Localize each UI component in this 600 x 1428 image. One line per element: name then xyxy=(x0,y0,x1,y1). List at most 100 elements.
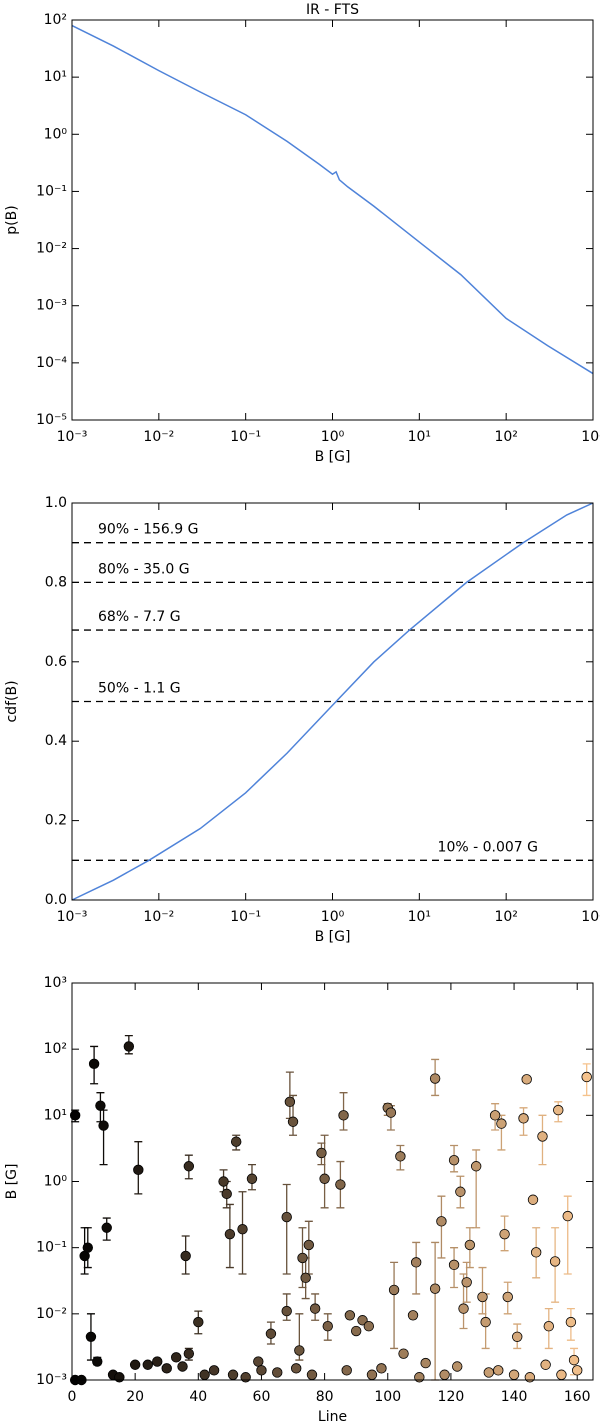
panel: 10⁻³ 10⁻² 10⁻¹ 10⁰ 10¹ 10² 10³ 0.0 0.2 0.4 0.6 0.8 1… xyxy=(4,495,600,945)
data-point xyxy=(502,1291,513,1303)
reference-label: 68% - 7.7 G xyxy=(98,609,181,625)
data-point xyxy=(246,1173,258,1184)
y-tick-label: 0.8 xyxy=(45,574,67,590)
x-tick-label: 40 xyxy=(189,1389,207,1405)
data-point xyxy=(316,1147,327,1159)
data-point xyxy=(388,1284,400,1296)
x-tick-label: 140 xyxy=(501,1389,528,1405)
data-point xyxy=(294,1345,305,1356)
data-point xyxy=(363,1321,375,1332)
x-axis-label: Line xyxy=(318,1409,347,1425)
data-point xyxy=(309,1303,321,1314)
data-point xyxy=(88,1058,100,1070)
data-point xyxy=(480,1316,491,1328)
plot-frame xyxy=(71,502,594,901)
error-bar xyxy=(282,1183,291,1275)
y-tick-label: 10⁻⁴ xyxy=(36,355,67,371)
x-tick-label: 10⁻¹ xyxy=(230,909,261,925)
data-point xyxy=(489,1110,501,1121)
y-tick-label: 10⁻⁵ xyxy=(36,412,67,428)
data-point xyxy=(448,1154,460,1166)
data-line xyxy=(71,502,594,901)
data-point xyxy=(114,1372,125,1383)
data-point xyxy=(322,1321,333,1332)
data-point xyxy=(461,1277,472,1288)
data-point xyxy=(524,1372,536,1383)
y-tick-label: 10¹ xyxy=(44,69,67,85)
x-tick-label: 10² xyxy=(494,909,517,925)
y-axis-label: cdf(B) xyxy=(4,680,20,722)
data-point xyxy=(496,1118,507,1129)
panel: 0 20 40 60 80 100 120 140 160 10⁻³ 10⁻² 10⁻¹ 10⁰ 10¹ 1… xyxy=(4,975,594,1425)
data-point xyxy=(543,1321,554,1332)
data-point xyxy=(319,1173,330,1184)
data-point xyxy=(565,1316,577,1328)
x-tick-label: 60 xyxy=(253,1389,271,1405)
data-point xyxy=(281,1305,292,1317)
data-point xyxy=(170,1352,182,1363)
y-tick-label: 0.4 xyxy=(45,733,67,749)
data-point xyxy=(429,1283,441,1294)
data-point xyxy=(537,1131,548,1142)
data-point xyxy=(180,1250,191,1262)
data-point xyxy=(341,1365,352,1376)
y-tick-label: 0.2 xyxy=(45,813,67,829)
data-point xyxy=(82,1242,93,1253)
data-point xyxy=(493,1365,504,1376)
y-tick-label: 10⁻¹ xyxy=(36,1240,67,1256)
x-tick-label: 20 xyxy=(126,1389,144,1405)
data-point xyxy=(133,1164,144,1176)
data-point xyxy=(300,1272,311,1284)
x-tick-label: 10⁰ xyxy=(321,909,345,925)
data-point xyxy=(518,1113,529,1124)
data-point xyxy=(448,1259,460,1271)
y-tick-label: 10⁻³ xyxy=(36,298,67,314)
reference-label: 10% - 0.007 G xyxy=(438,839,538,855)
y-tick-label: 10¹ xyxy=(44,1107,67,1123)
data-point xyxy=(439,1369,450,1380)
data-point xyxy=(183,1161,195,1172)
chart-title: IR - FTS xyxy=(306,2,359,18)
data-point xyxy=(357,1315,368,1326)
data-point xyxy=(455,1186,466,1197)
y-tick-label: 0.6 xyxy=(45,654,67,670)
data-point xyxy=(376,1363,387,1374)
x-tick-label: 0 xyxy=(68,1389,77,1405)
data-point xyxy=(452,1361,463,1372)
x-axis-label: B [G] xyxy=(315,929,351,945)
error-bar xyxy=(563,1195,572,1275)
data-point xyxy=(303,1239,315,1251)
data-point xyxy=(177,1361,188,1372)
error-bar xyxy=(320,1134,329,1209)
data-point xyxy=(464,1239,476,1251)
data-point xyxy=(240,1372,251,1383)
plot-frame xyxy=(71,19,594,421)
y-tick-label: 10⁻¹ xyxy=(36,183,67,199)
error-bar xyxy=(390,1261,399,1350)
y-axis-label: p(B) xyxy=(4,205,20,234)
data-point xyxy=(287,1116,299,1127)
data-point xyxy=(297,1252,308,1264)
data-point xyxy=(410,1257,422,1268)
data-point xyxy=(414,1372,425,1383)
y-tick-label: 1.0 xyxy=(45,495,67,511)
data-point xyxy=(344,1310,356,1321)
plot-frame xyxy=(71,982,594,1381)
data-point xyxy=(69,1110,81,1121)
error-bar xyxy=(437,1195,446,1259)
error-bar xyxy=(431,1241,440,1381)
data-point xyxy=(281,1211,292,1223)
data-point xyxy=(350,1325,362,1337)
data-point xyxy=(429,1073,441,1084)
data-point xyxy=(395,1151,406,1162)
x-tick-label: 100 xyxy=(374,1389,401,1405)
y-tick-label: 0.0 xyxy=(45,892,67,908)
data-point xyxy=(237,1224,248,1235)
data-point xyxy=(129,1359,141,1370)
data-line xyxy=(71,24,594,375)
data-point xyxy=(436,1216,447,1227)
data-point xyxy=(224,1228,236,1240)
y-tick-label: 10² xyxy=(44,1041,67,1057)
y-tick-label: 10⁻² xyxy=(36,241,67,257)
